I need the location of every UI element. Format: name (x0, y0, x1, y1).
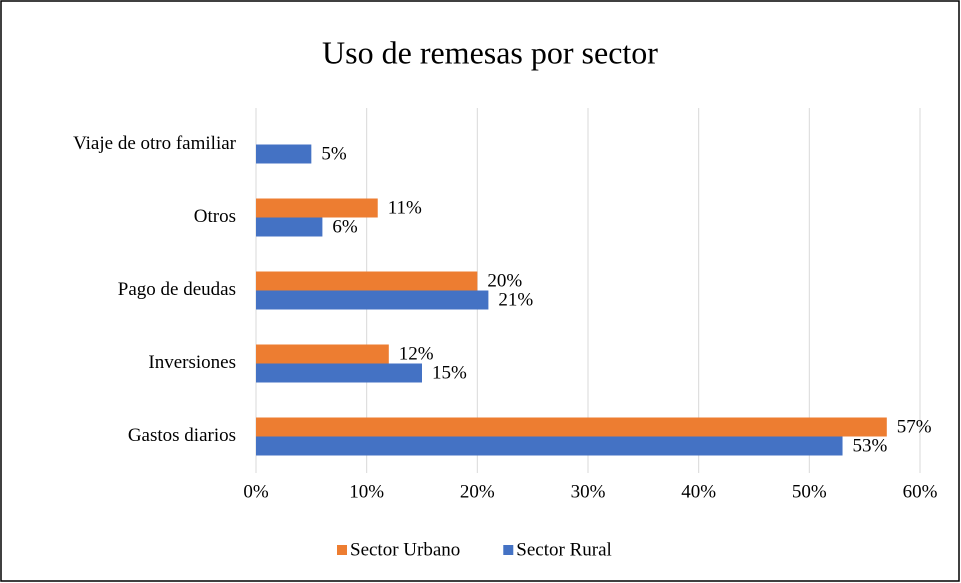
bar (256, 144, 312, 164)
data-label: 15% (432, 362, 467, 383)
data-label: 21% (498, 289, 533, 310)
data-label: 57% (897, 416, 932, 437)
data-label: 5% (321, 143, 347, 164)
bar (256, 271, 478, 291)
bar (256, 290, 489, 310)
bar (256, 344, 389, 364)
data-label: 20% (487, 270, 522, 291)
y-tick-label: Pago de deudas (118, 279, 236, 300)
x-tick-label: 30% (571, 481, 606, 502)
x-tick-label: 40% (681, 481, 716, 502)
x-tick-label: 0% (243, 481, 269, 502)
bar (256, 417, 887, 437)
y-tick-label: Otros (194, 206, 236, 227)
y-tick-label: Inversiones (148, 352, 236, 373)
data-label: 12% (399, 343, 434, 364)
legend-swatch (503, 545, 514, 555)
chart-title: Uso de remesas por sector (322, 34, 658, 70)
bar (256, 436, 843, 456)
data-label: 6% (332, 216, 358, 237)
y-tick-label: Gastos diarios (128, 425, 236, 446)
bar (256, 217, 323, 237)
legend-label: Sector Urbano (350, 539, 460, 560)
legend-swatch (337, 545, 347, 555)
data-label: 53% (853, 435, 888, 456)
x-tick-label: 20% (460, 481, 495, 502)
x-tick-label: 10% (349, 481, 384, 502)
data-label: 11% (388, 197, 422, 218)
bar (256, 198, 378, 218)
y-tick-label: Viaje de otro familiar (73, 133, 237, 154)
x-tick-label: 50% (792, 481, 827, 502)
bar (256, 363, 422, 383)
x-tick-label: 60% (903, 481, 938, 502)
legend-label: Sector Rural (516, 539, 612, 560)
